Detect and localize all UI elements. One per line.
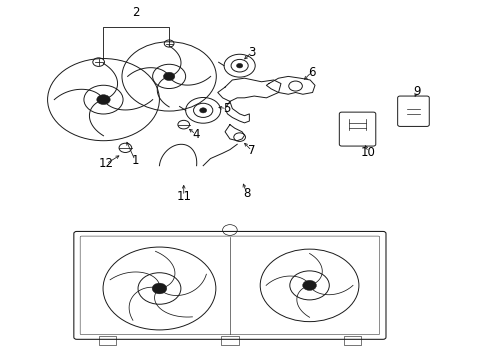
Text: 9: 9 [412, 85, 420, 98]
Circle shape [199, 108, 206, 113]
Text: 1: 1 [131, 154, 139, 167]
Text: 11: 11 [176, 190, 191, 203]
Bar [221, 337, 238, 345]
Circle shape [302, 280, 316, 291]
Text: 2: 2 [132, 5, 140, 18]
Text: 3: 3 [247, 46, 255, 59]
Text: 5: 5 [223, 102, 230, 115]
Text: 4: 4 [192, 128, 199, 141]
Bar [343, 337, 361, 345]
Text: 7: 7 [247, 144, 255, 157]
Text: 12: 12 [98, 157, 113, 170]
Circle shape [163, 72, 174, 81]
Circle shape [97, 95, 110, 104]
Bar [99, 337, 116, 345]
Text: 8: 8 [243, 187, 250, 200]
Text: 6: 6 [307, 66, 315, 78]
Text: 10: 10 [360, 146, 375, 159]
Circle shape [152, 283, 166, 294]
Circle shape [236, 63, 242, 68]
